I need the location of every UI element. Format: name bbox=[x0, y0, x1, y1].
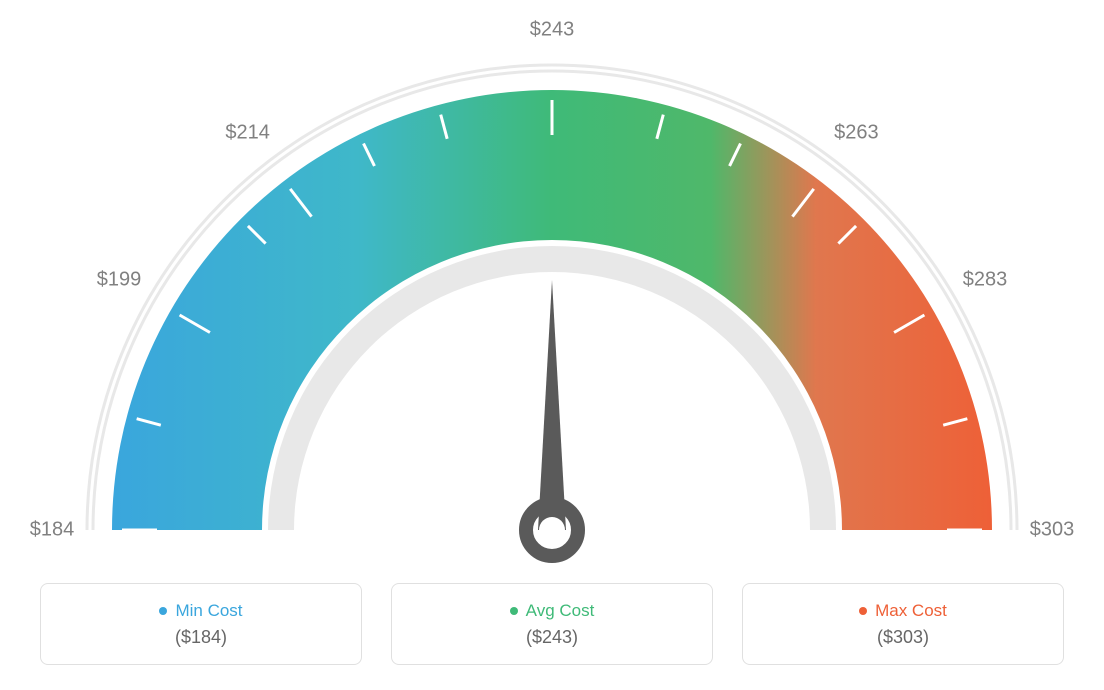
gauge-area: $184 $199 $214 $243 $263 $283 $303 bbox=[0, 0, 1104, 575]
legend-max-label: Max Cost bbox=[875, 601, 947, 621]
gauge-tick-label: $263 bbox=[834, 122, 879, 145]
legend-avg-title: Avg Cost bbox=[510, 601, 595, 621]
gauge-tick-label: $303 bbox=[1030, 519, 1075, 542]
legend-max-title: Max Cost bbox=[859, 601, 947, 621]
gauge-tick-label: $214 bbox=[225, 122, 270, 145]
gauge-tick-label: $184 bbox=[30, 519, 75, 542]
gauge-tick-label: $283 bbox=[963, 269, 1008, 292]
gauge-tick-label: $199 bbox=[97, 269, 142, 292]
gauge-svg bbox=[0, 0, 1104, 575]
gauge-chart-container: $184 $199 $214 $243 $263 $283 $303 Min Cost ($… bbox=[0, 0, 1104, 690]
legend-min-title: Min Cost bbox=[159, 601, 242, 621]
gauge-tick-label: $243 bbox=[530, 19, 575, 42]
legend-avg-value: ($243) bbox=[526, 627, 578, 648]
legend-max-box: Max Cost ($303) bbox=[742, 583, 1064, 665]
legend-avg-box: Avg Cost ($243) bbox=[391, 583, 713, 665]
legend-row: Min Cost ($184) Avg Cost ($243) Max Cost… bbox=[0, 583, 1104, 665]
legend-avg-dot bbox=[510, 607, 518, 615]
legend-max-value: ($303) bbox=[877, 627, 929, 648]
legend-min-dot bbox=[159, 607, 167, 615]
legend-avg-label: Avg Cost bbox=[526, 601, 595, 621]
legend-max-dot bbox=[859, 607, 867, 615]
legend-min-box: Min Cost ($184) bbox=[40, 583, 362, 665]
legend-min-value: ($184) bbox=[175, 627, 227, 648]
legend-min-label: Min Cost bbox=[175, 601, 242, 621]
